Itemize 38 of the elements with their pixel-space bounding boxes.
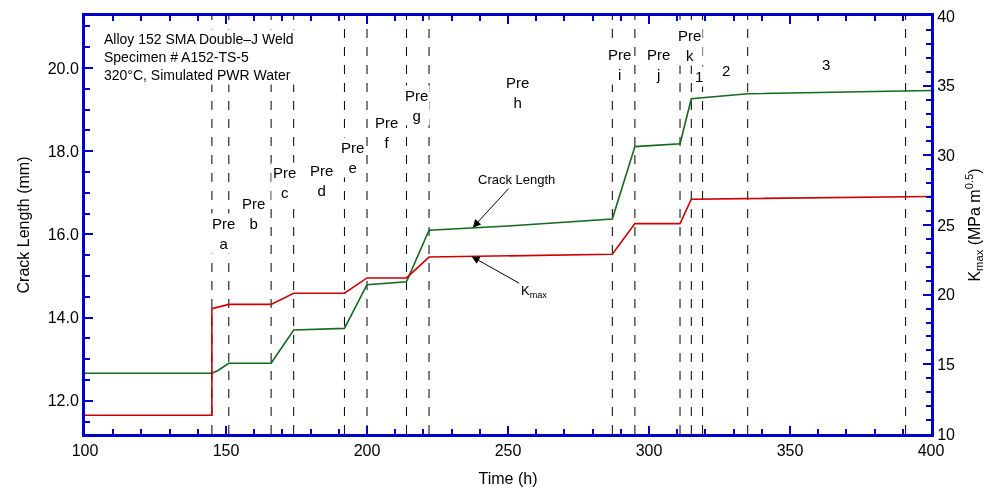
annotation: Pre a — [212, 215, 236, 252]
y2-tick-label: 20 — [937, 286, 956, 304]
annotation: Alloy 152 SMA Double–J Weld Specimen # A152-TS-5 320°C, Simulated PWR Water — [104, 31, 294, 84]
annotation: Crack Length — [478, 172, 556, 187]
annotation: Pre b — [242, 195, 266, 232]
y-tick-label: 16.0 — [47, 225, 79, 243]
y2-tick-label: 40 — [937, 7, 956, 25]
x-tick-label: 100 — [71, 442, 99, 460]
y2-tick-label: 10 — [937, 425, 956, 443]
annotation: Pre i — [608, 46, 632, 83]
x-tick-label: 400 — [917, 442, 945, 460]
x-tick-label: 300 — [635, 442, 663, 460]
x-axis-title: Time (h) — [478, 469, 538, 487]
annotation: Pre c — [273, 164, 297, 201]
x-tick-label: 250 — [494, 442, 522, 460]
annotation: Pre g — [405, 87, 429, 124]
annotation: Pre e — [341, 139, 365, 176]
x-tick-label: 350 — [776, 442, 804, 460]
annotation: Pre h — [506, 74, 530, 111]
annotation: 1 — [695, 68, 704, 85]
annotation: Pre d — [310, 162, 334, 199]
annotation: K$_{max}$ — [521, 283, 548, 300]
y-tick-label: 18.0 — [47, 142, 79, 160]
y2-tick-label: 30 — [937, 146, 956, 164]
x-tick-label: 200 — [353, 442, 381, 460]
y-tick-label: 12.0 — [47, 392, 79, 410]
annotation: Pre f — [375, 114, 399, 151]
annotation: 3 — [822, 56, 831, 73]
annotation: Pre j — [647, 46, 671, 83]
y2-tick-label: 25 — [937, 216, 956, 234]
annotation: 2 — [722, 62, 731, 79]
y2-tick-label: 15 — [937, 355, 956, 373]
y-tick-label: 20.0 — [47, 59, 79, 77]
y2-tick-label: 35 — [937, 77, 956, 95]
y-axis-title: Crack Length (mm) — [14, 156, 32, 294]
annotation: Pre k — [678, 27, 702, 64]
y-tick-label: 14.0 — [47, 309, 79, 327]
x-tick-label: 150 — [212, 442, 240, 460]
